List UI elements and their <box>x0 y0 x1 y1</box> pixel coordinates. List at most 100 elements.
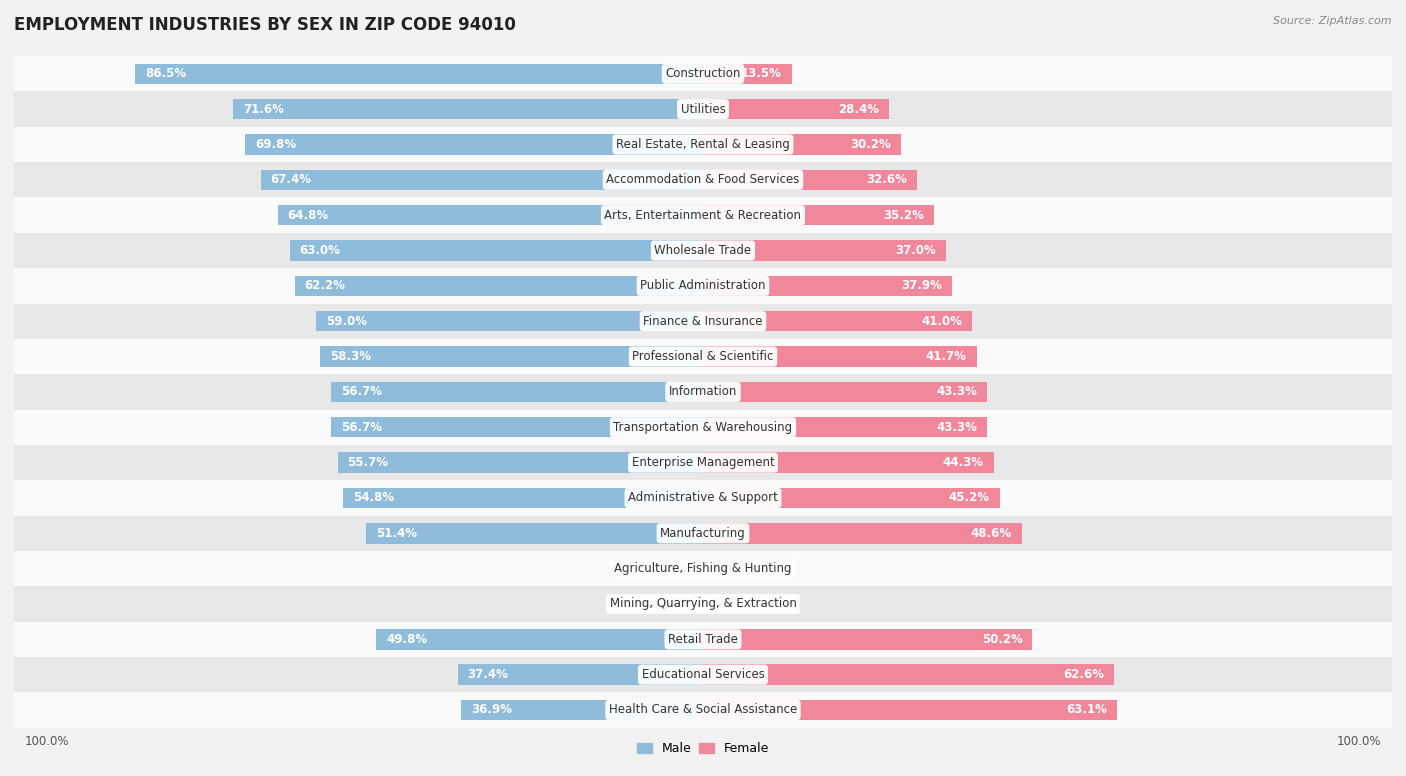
Text: 59.0%: 59.0% <box>326 315 367 327</box>
Bar <box>14 515 1392 551</box>
Bar <box>703 311 972 331</box>
Text: Educational Services: Educational Services <box>641 668 765 681</box>
Text: 54.8%: 54.8% <box>353 491 395 504</box>
Text: Retail Trade: Retail Trade <box>668 632 738 646</box>
Text: 0.0%: 0.0% <box>664 598 693 611</box>
Bar <box>14 268 1392 303</box>
Bar <box>245 134 703 154</box>
Bar <box>366 523 703 543</box>
Bar <box>295 275 703 296</box>
Bar <box>703 452 994 473</box>
Bar <box>337 452 703 473</box>
Text: Wholesale Trade: Wholesale Trade <box>654 244 752 257</box>
Text: 41.7%: 41.7% <box>927 350 967 363</box>
Bar <box>316 311 703 331</box>
Text: Public Administration: Public Administration <box>640 279 766 293</box>
Text: 71.6%: 71.6% <box>243 102 284 116</box>
Bar <box>703 417 987 438</box>
Text: 48.6%: 48.6% <box>972 527 1012 540</box>
Text: Manufacturing: Manufacturing <box>661 527 745 540</box>
Bar <box>14 551 1392 587</box>
Bar <box>14 587 1392 622</box>
Bar <box>703 134 901 154</box>
Bar <box>233 99 703 120</box>
Text: Accommodation & Food Services: Accommodation & Food Services <box>606 173 800 186</box>
Text: 67.4%: 67.4% <box>270 173 312 186</box>
Text: 0.0%: 0.0% <box>713 562 742 575</box>
Text: 62.6%: 62.6% <box>1063 668 1104 681</box>
Text: 86.5%: 86.5% <box>145 68 187 80</box>
Text: 44.3%: 44.3% <box>943 456 984 469</box>
Text: 43.3%: 43.3% <box>936 421 977 434</box>
Text: Health Care & Social Assistance: Health Care & Social Assistance <box>609 704 797 716</box>
Text: 62.2%: 62.2% <box>305 279 346 293</box>
Bar <box>330 382 703 402</box>
Bar <box>135 64 703 84</box>
Bar <box>290 241 703 261</box>
Bar <box>330 417 703 438</box>
Text: 13.5%: 13.5% <box>741 68 782 80</box>
Bar <box>14 197 1392 233</box>
Text: Mining, Quarrying, & Extraction: Mining, Quarrying, & Extraction <box>610 598 796 611</box>
Bar <box>14 339 1392 374</box>
Text: 45.2%: 45.2% <box>949 491 990 504</box>
Text: Construction: Construction <box>665 68 741 80</box>
Text: Finance & Insurance: Finance & Insurance <box>644 315 762 327</box>
Bar <box>703 64 792 84</box>
Text: 28.4%: 28.4% <box>838 102 880 116</box>
Text: Information: Information <box>669 386 737 398</box>
Text: 32.6%: 32.6% <box>866 173 907 186</box>
Text: Enterprise Management: Enterprise Management <box>631 456 775 469</box>
Text: 41.0%: 41.0% <box>921 315 962 327</box>
Bar <box>703 205 934 225</box>
Text: 30.2%: 30.2% <box>851 138 891 151</box>
Bar <box>14 126 1392 162</box>
Text: 55.7%: 55.7% <box>347 456 388 469</box>
Bar <box>703 487 1000 508</box>
Text: Utilities: Utilities <box>681 102 725 116</box>
Bar <box>14 445 1392 480</box>
Bar <box>14 374 1392 410</box>
Bar <box>703 99 890 120</box>
Bar <box>14 657 1392 692</box>
Bar <box>14 92 1392 126</box>
Text: Professional & Scientific: Professional & Scientific <box>633 350 773 363</box>
Text: 56.7%: 56.7% <box>340 421 382 434</box>
Bar <box>703 275 952 296</box>
Text: Agriculture, Fishing & Hunting: Agriculture, Fishing & Hunting <box>614 562 792 575</box>
Text: Transportation & Warehousing: Transportation & Warehousing <box>613 421 793 434</box>
Text: 49.8%: 49.8% <box>387 632 427 646</box>
Bar <box>703 664 1114 685</box>
Text: 58.3%: 58.3% <box>330 350 371 363</box>
Bar <box>14 162 1392 197</box>
Text: Arts, Entertainment & Recreation: Arts, Entertainment & Recreation <box>605 209 801 222</box>
Bar <box>703 169 917 190</box>
Bar <box>377 629 703 650</box>
Text: 56.7%: 56.7% <box>340 386 382 398</box>
Bar <box>703 346 977 367</box>
Bar <box>14 233 1392 268</box>
Bar <box>14 480 1392 515</box>
Bar <box>14 410 1392 445</box>
Bar <box>703 523 1022 543</box>
Text: 35.2%: 35.2% <box>883 209 924 222</box>
Text: Source: ZipAtlas.com: Source: ZipAtlas.com <box>1274 16 1392 26</box>
Bar <box>343 487 703 508</box>
Bar <box>260 169 703 190</box>
Text: 0.0%: 0.0% <box>713 598 742 611</box>
Bar <box>14 303 1392 339</box>
Bar <box>461 700 703 720</box>
Bar <box>703 700 1116 720</box>
Bar <box>457 664 703 685</box>
Text: 37.4%: 37.4% <box>467 668 509 681</box>
Bar <box>703 629 1032 650</box>
Text: Real Estate, Rental & Leasing: Real Estate, Rental & Leasing <box>616 138 790 151</box>
Bar <box>703 382 987 402</box>
Text: 63.1%: 63.1% <box>1066 704 1107 716</box>
Text: 0.0%: 0.0% <box>664 562 693 575</box>
Bar <box>14 692 1392 728</box>
Text: 69.8%: 69.8% <box>254 138 297 151</box>
Text: 51.4%: 51.4% <box>375 527 416 540</box>
Text: 43.3%: 43.3% <box>936 386 977 398</box>
Bar <box>14 622 1392 657</box>
